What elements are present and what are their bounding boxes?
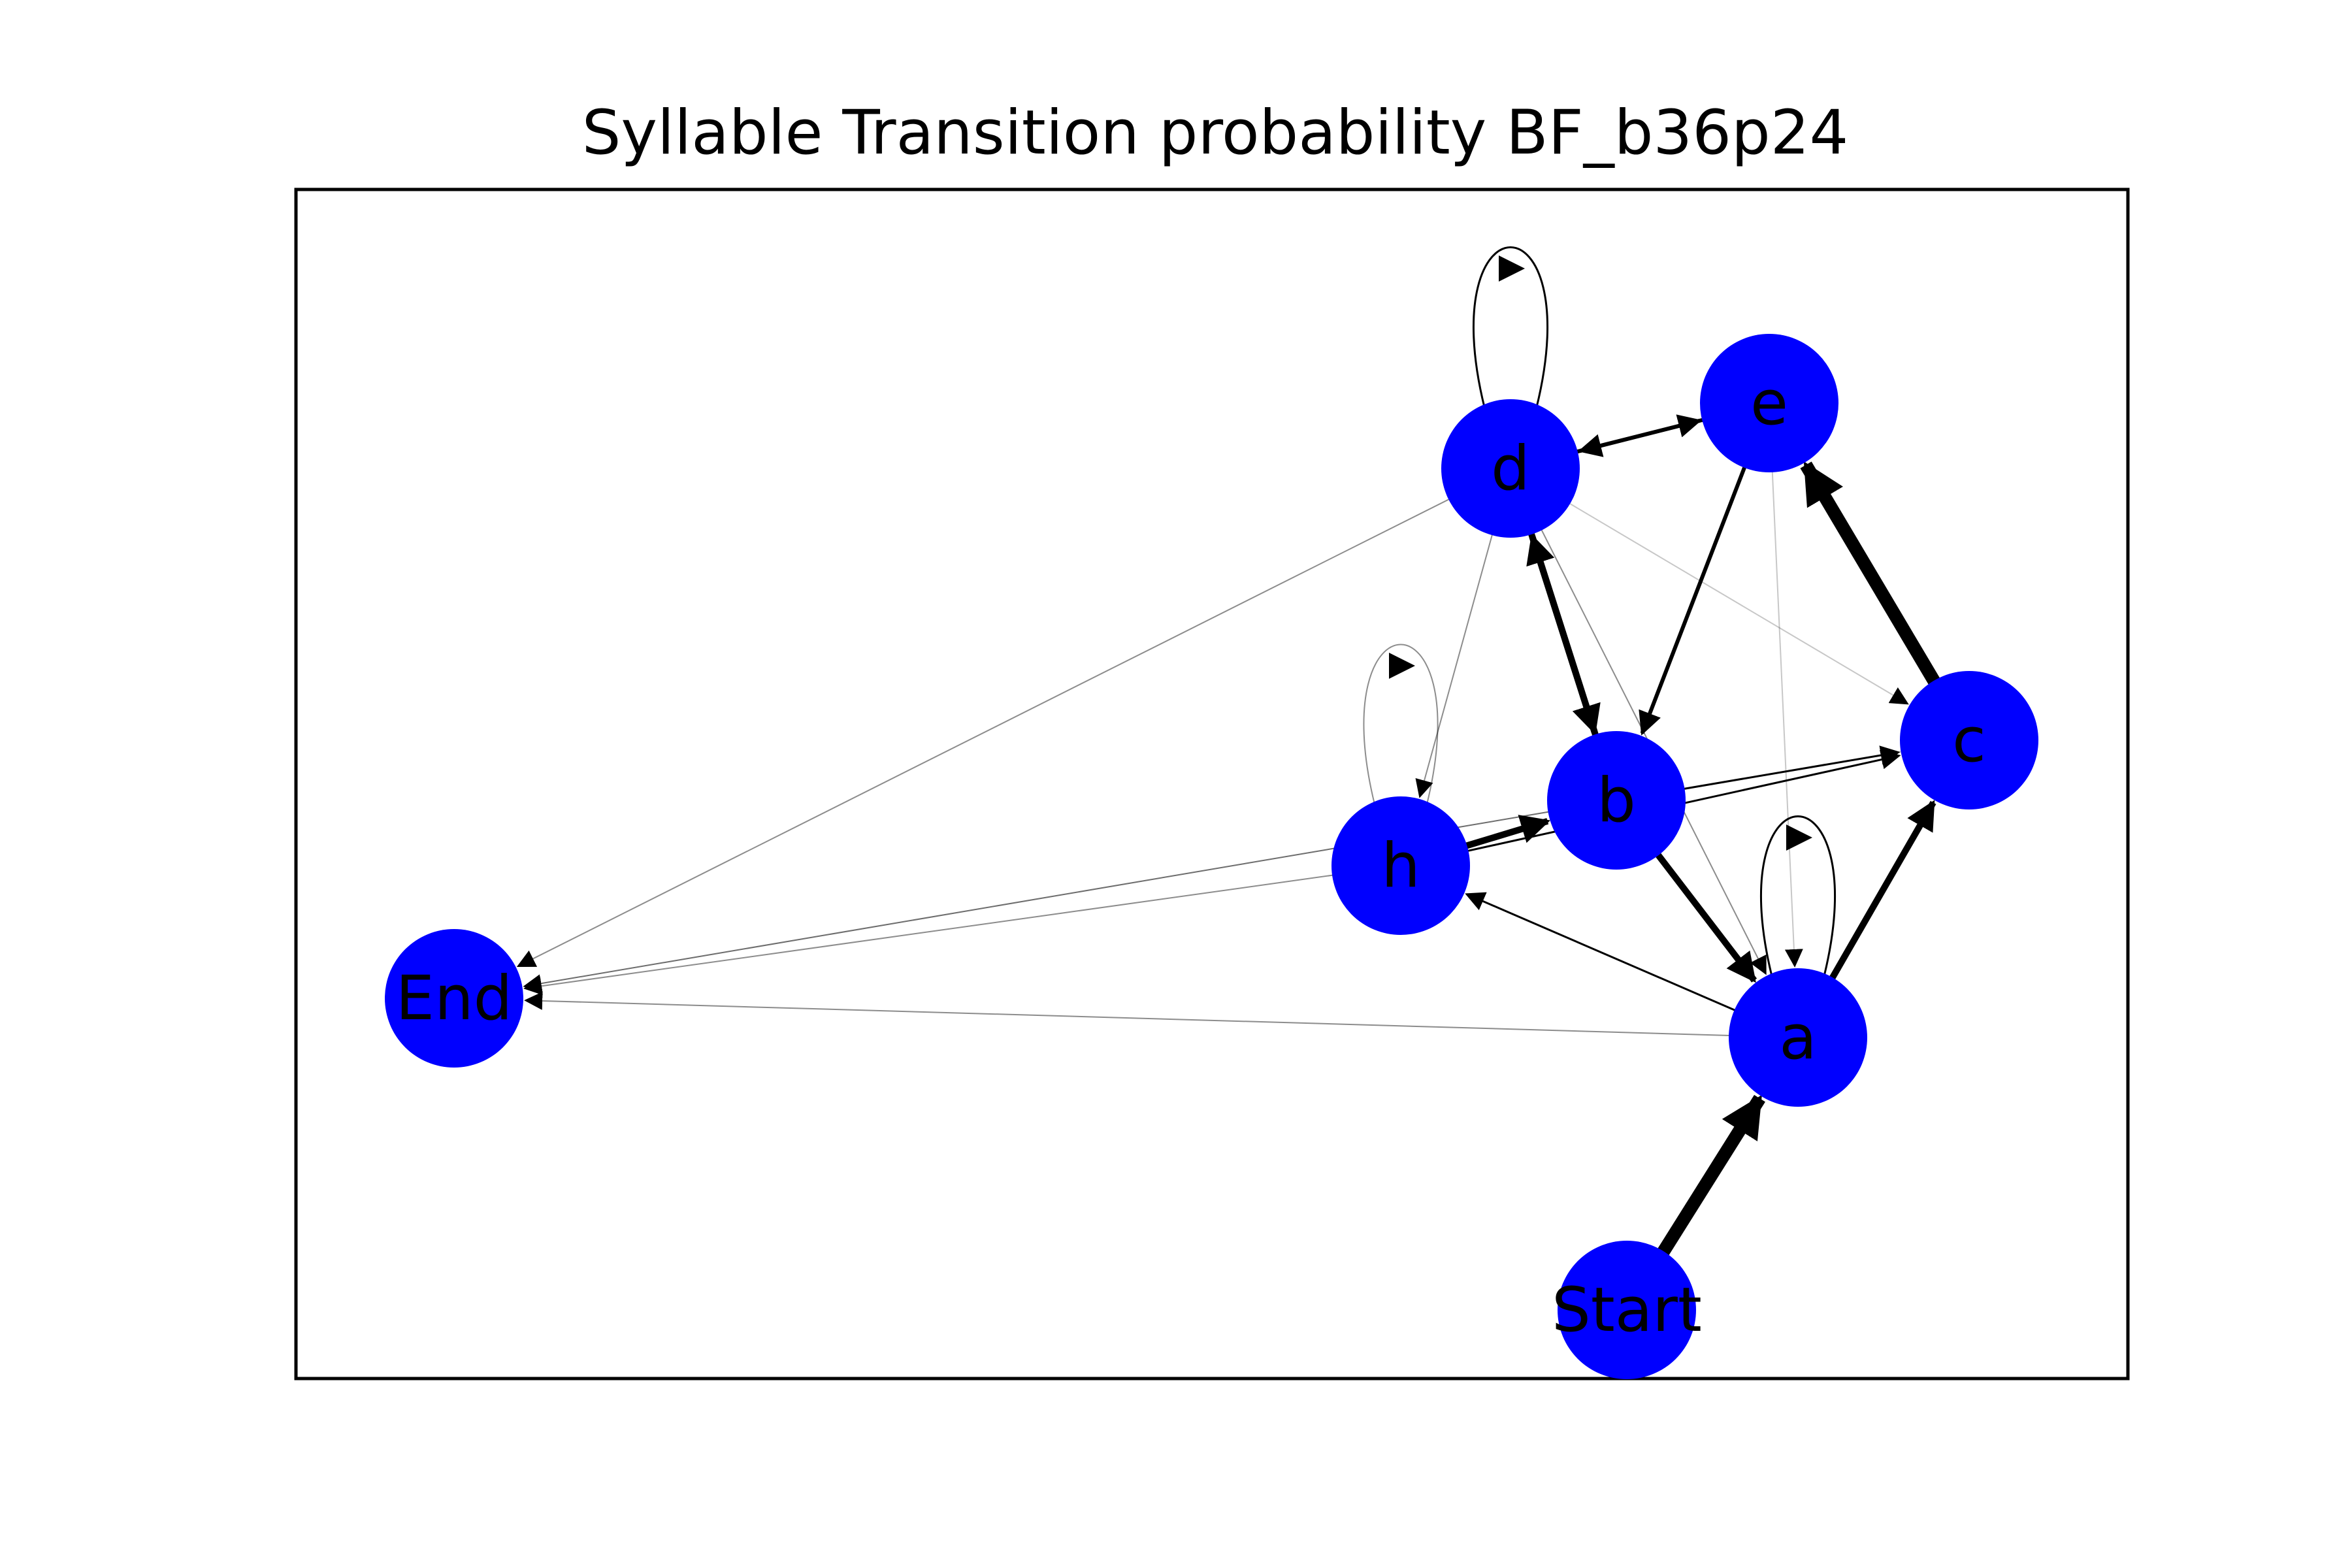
node-start: Start [1552,1241,1702,1379]
edge-d-to-d-loop [1473,246,1548,408]
node-e-label: e [1750,368,1788,439]
edge-b-to-a [1652,847,1757,983]
edge-e-to-d [1578,416,1710,457]
edge-a-to-h [1465,892,1742,1014]
edge-h-to-h-arrowhead [1389,653,1415,679]
node-h-label: h [1381,830,1420,902]
node-b-circle [1547,731,1686,870]
node-layer: d e c b h a End Start [385,334,2038,1379]
node-d-circle [1441,399,1580,538]
edge-h-to-h-loop [1363,644,1439,805]
node-c: c [1900,671,2038,809]
edge-start-to-a [1654,1094,1765,1261]
node-end-label: End [396,963,513,1034]
node-a: a [1729,968,1867,1107]
edge-d-to-c [1563,499,1909,705]
node-e-circle [1700,334,1838,472]
chart-title: Syllable Transition probability BF_b36p2… [582,97,1849,169]
edge-e-to-b [1639,460,1749,736]
edge-b-to-d [1526,534,1601,742]
edge-b-to-c [1677,745,1901,791]
node-start-circle [1558,1241,1696,1379]
edge-d-to-end [516,495,1456,967]
node-h-circle [1331,796,1470,935]
edge-h-to-end [523,874,1339,996]
node-d: d [1441,399,1580,538]
edge-h-to-b [1459,815,1551,851]
node-h: h [1331,796,1470,935]
node-start-label: Start [1552,1275,1702,1346]
edge-a-to-c [1826,800,1936,985]
node-end-circle [385,929,523,1068]
edge-e-to-a [1771,465,1803,968]
edge-c-to-e [1800,461,1943,691]
node-b-label: b [1597,765,1636,836]
node-end: End [385,929,523,1068]
node-e: e [1700,334,1838,472]
node-a-circle [1729,968,1867,1107]
edge-c-to-end [523,750,1908,993]
edge-a-to-end [524,991,1736,1037]
edge-d-to-d-arrowhead [1499,255,1525,282]
node-d-label: d [1491,433,1530,504]
node-a-label: a [1779,1002,1817,1073]
edge-d-to-h [1415,528,1495,798]
node-c-circle [1900,671,2038,809]
edge-a-to-a-arrowhead [1786,825,1812,851]
node-c-label: c [1952,705,1986,776]
node-b: b [1547,731,1686,870]
edge-a-to-a-loop [1760,815,1836,977]
plot-frame [294,188,2130,1380]
